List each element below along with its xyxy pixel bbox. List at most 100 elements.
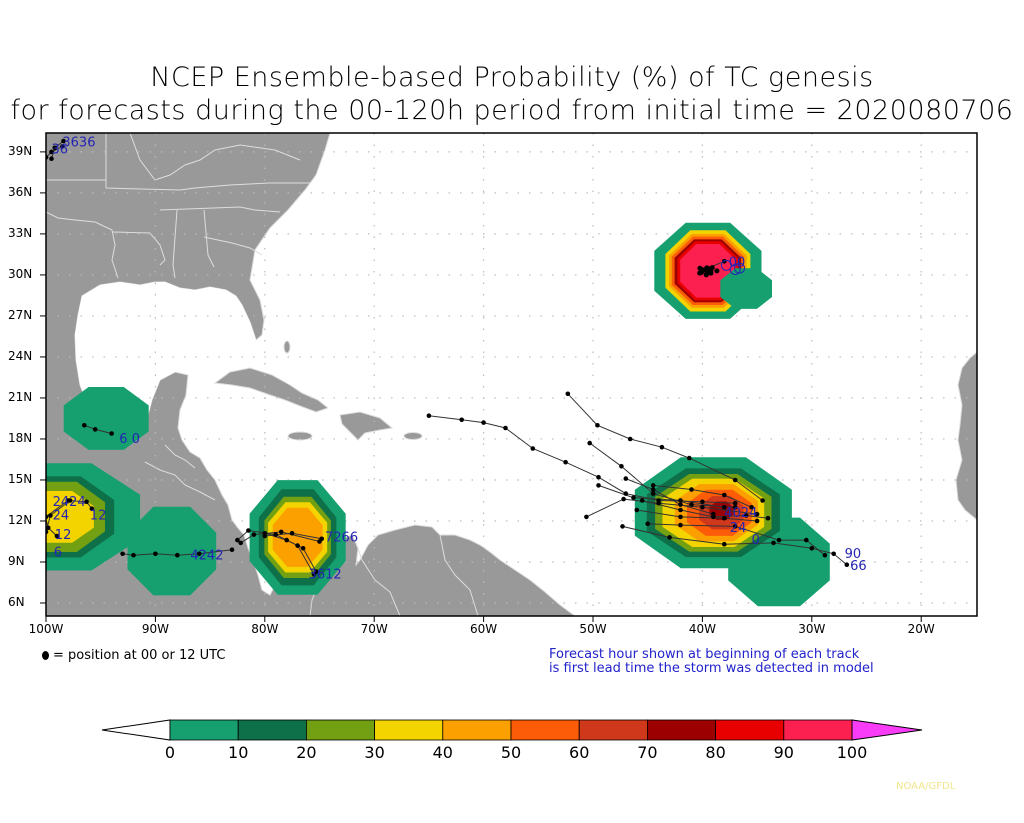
track-dot [300,546,306,551]
colorbar-label: 40 [432,743,453,762]
track-dot [771,540,776,546]
axis-ticks [40,151,922,622]
track-dot [46,525,51,531]
contour-subtropical-tail [720,268,772,309]
graticule [46,133,977,616]
colorbar-label: 0 [164,743,176,762]
contour-level [720,268,772,309]
track-line [653,484,752,508]
lat-label: 27N [8,307,33,322]
track-dot [319,536,325,542]
land-jamaica [287,431,313,441]
map-body [33,133,977,616]
track-dot [639,498,645,503]
colorbar-label: 100 [836,743,868,762]
colorbar-label: 60 [569,743,590,762]
track-hour-label: 12 [90,509,107,524]
colorbar [101,719,923,741]
track-dot [732,524,738,529]
colorbar-label: 80 [705,743,726,762]
track-dot [295,543,300,548]
colorbar-label: 90 [773,743,794,762]
colorbar-segment [783,719,853,741]
track-dot [33,519,38,524]
track-dot [754,518,760,524]
colorbar-over-arrow [851,719,923,741]
legend-note: Forecast hour shown at beginning of each… [549,648,874,676]
track-dot [631,495,636,501]
track-dot [732,505,738,510]
track-dot [667,535,672,540]
track-line [625,478,714,515]
lat-label: 24N [8,348,33,363]
lon-label: 100W [28,622,64,636]
track-hour-label: 6 0 [119,432,140,447]
track-dot [844,562,850,567]
track-dot [650,487,656,492]
track-hour-label: 2424 [53,495,86,510]
lon-label: 40W [688,622,716,636]
track-dot [678,514,683,520]
land-puerto-rico [403,432,423,440]
track-line [636,509,758,522]
track-hour-label: 3636 [62,135,95,150]
track-dot [822,552,828,558]
track-dot [623,476,629,481]
track-dot [563,459,568,465]
chart-title-line1: NCEP Ensemble-based Probability (%) of T… [150,62,874,93]
track-hour-label: 90 [845,547,862,562]
track-hour-label: 24 [53,509,70,524]
track-dot [689,502,694,507]
track-dot [732,500,738,506]
lon-label: 60W [470,622,498,636]
track-dot [67,498,73,503]
track-dot [697,265,703,271]
track-position-dots [33,138,850,577]
track-dot [831,551,836,557]
legend-dot-text: = position at 00 or 12 UTC [53,648,226,663]
track-dot [54,533,60,539]
colorbar-label: 20 [296,743,317,762]
track-hour-label: 0 [752,533,760,548]
track-dot [754,511,760,517]
contour-level [127,506,217,596]
lat-label: 18N [8,430,33,445]
track-dot [565,391,571,397]
contour-campeche [63,387,149,450]
track-dot [704,266,710,272]
contour-epac-east [127,506,217,596]
lon-label: 80W [251,622,279,636]
colorbar-segment [442,719,512,741]
track-dot [704,271,710,277]
chart-title-line2: for forecasts during the 00-120h period … [10,95,1014,126]
contour-level [272,507,323,567]
track-dot [809,546,815,551]
land-hispaniola [339,411,394,441]
track-dot [621,496,626,502]
lon-label: 90W [141,622,169,636]
track-dot [656,500,661,506]
track-dot [246,528,251,533]
lat-label: 12N [8,512,33,527]
track-dot [481,420,486,425]
lon-label: 70W [360,622,388,636]
track-dot [687,455,692,461]
track-dot [459,417,465,423]
track-dot [273,532,279,537]
track-dot [153,551,158,557]
colorbar-label: 70 [637,743,658,762]
track-dot [278,529,284,535]
colorbar-segment [647,719,717,741]
track-dot [659,444,665,450]
contour-level [63,387,149,450]
track-dot [678,498,683,503]
track-dot [289,531,295,536]
track-dot [284,537,290,543]
contour-epac-west [46,463,141,571]
track-hour-label: 3612 [309,567,342,582]
colorbar-segment [510,719,580,741]
track-dot [61,138,66,144]
credit-text: NOAA/GFDL [896,781,956,792]
track-dot [743,513,749,518]
lon-label: 50W [579,622,607,636]
